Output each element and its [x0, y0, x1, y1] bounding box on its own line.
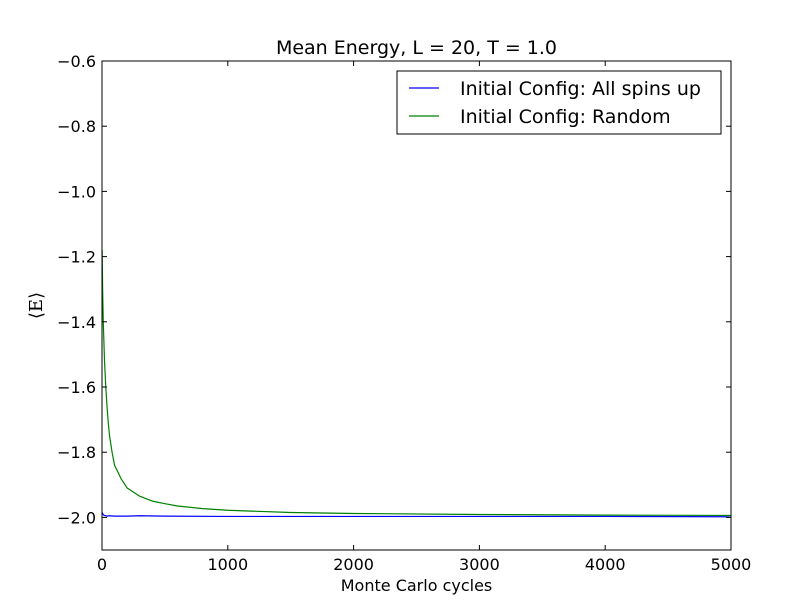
series-line-1	[102, 512, 731, 518]
legend-box	[396, 70, 722, 135]
series-layer	[102, 250, 731, 518]
legend-label-2: Initial Config: Random	[460, 106, 671, 128]
x-axis-ticks: 0 1000 2000 3000 4000 5000	[97, 61, 751, 574]
y-tick-label: −0.8	[57, 117, 96, 136]
legend-label-1: Initial Config: All spins up	[460, 78, 701, 100]
chart-title: Mean Energy, L = 20, T = 1.0	[276, 37, 557, 59]
x-tick-label: 5000	[711, 555, 752, 574]
y-tick-label: −1.6	[57, 378, 96, 397]
y-tick-label: −2.0	[57, 508, 96, 527]
y-axis-ticks: −2.0 −1.8 −1.6 −1.4 −1.2 −1.0 −0.8 −0.6	[57, 52, 731, 527]
y-tick-label: −1.2	[57, 248, 96, 267]
y-tick-label: −0.6	[57, 52, 96, 71]
y-tick-label: −1.4	[57, 313, 96, 332]
legend: Initial Config: All spins up Initial Conf…	[396, 70, 722, 135]
x-tick-label: 1000	[207, 555, 248, 574]
x-tick-label: 3000	[459, 555, 500, 574]
x-tick-label: 0	[97, 555, 107, 574]
plot-area: 0 1000 2000 3000 4000 5000 −2.0 −1.8 −1.6 −1.4 −1…	[57, 52, 751, 574]
x-tick-label: 4000	[585, 555, 626, 574]
x-axis-label: Monte Carlo cycles	[341, 576, 493, 595]
y-axis-label: ⟨E⟩	[26, 292, 47, 319]
x-tick-label: 2000	[333, 555, 374, 574]
y-tick-label: −1.0	[57, 182, 96, 201]
plot-frame	[101, 60, 732, 551]
y-tick-label: −1.8	[57, 443, 96, 462]
series-line-2	[102, 250, 731, 517]
